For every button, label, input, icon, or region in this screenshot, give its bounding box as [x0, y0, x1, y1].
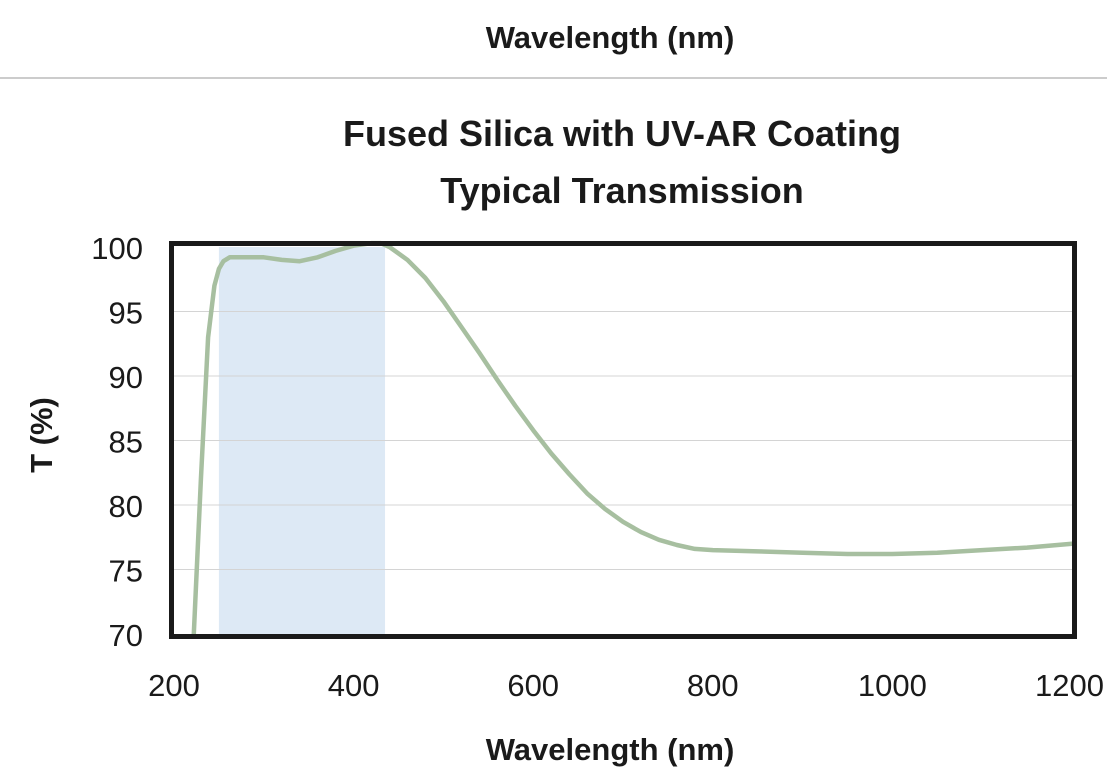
x-tick-label-600: 600 [507, 668, 559, 703]
chart-title: Fused Silica with UV-AR Coating [343, 113, 901, 154]
y-tick-labels: 70 75 80 85 90 95 100 [91, 231, 143, 653]
x-tick-label-200: 200 [148, 668, 200, 703]
chart-subtitle: Typical Transmission [440, 170, 803, 211]
y-tick-label-100: 100 [91, 231, 143, 266]
y-tick-label-80: 80 [109, 489, 143, 524]
y-tick-label-85: 85 [109, 425, 143, 460]
y-tick-label-70: 70 [109, 618, 143, 653]
grid-layer [174, 311, 1072, 570]
x-tick-label-400: 400 [328, 668, 380, 703]
series-layer [191, 240, 1075, 637]
y-tick-label-95: 95 [109, 296, 143, 331]
series-line-0 [191, 240, 1075, 637]
x-tick-labels: 200 400 600 800 1000 1200 [148, 668, 1104, 703]
y-tick-label-90: 90 [109, 360, 143, 395]
y-tick-label-75: 75 [109, 554, 143, 589]
y-axis-label: T (%) [24, 397, 59, 473]
x-tick-label-1000: 1000 [858, 668, 927, 703]
x-axis-label: Wavelength (nm) [486, 732, 735, 767]
previous-figure-xlabel: Wavelength (nm) [486, 20, 735, 55]
plot-frame [169, 241, 1077, 639]
x-tick-label-800: 800 [687, 668, 739, 703]
x-tick-label-1200: 1200 [1035, 668, 1104, 703]
